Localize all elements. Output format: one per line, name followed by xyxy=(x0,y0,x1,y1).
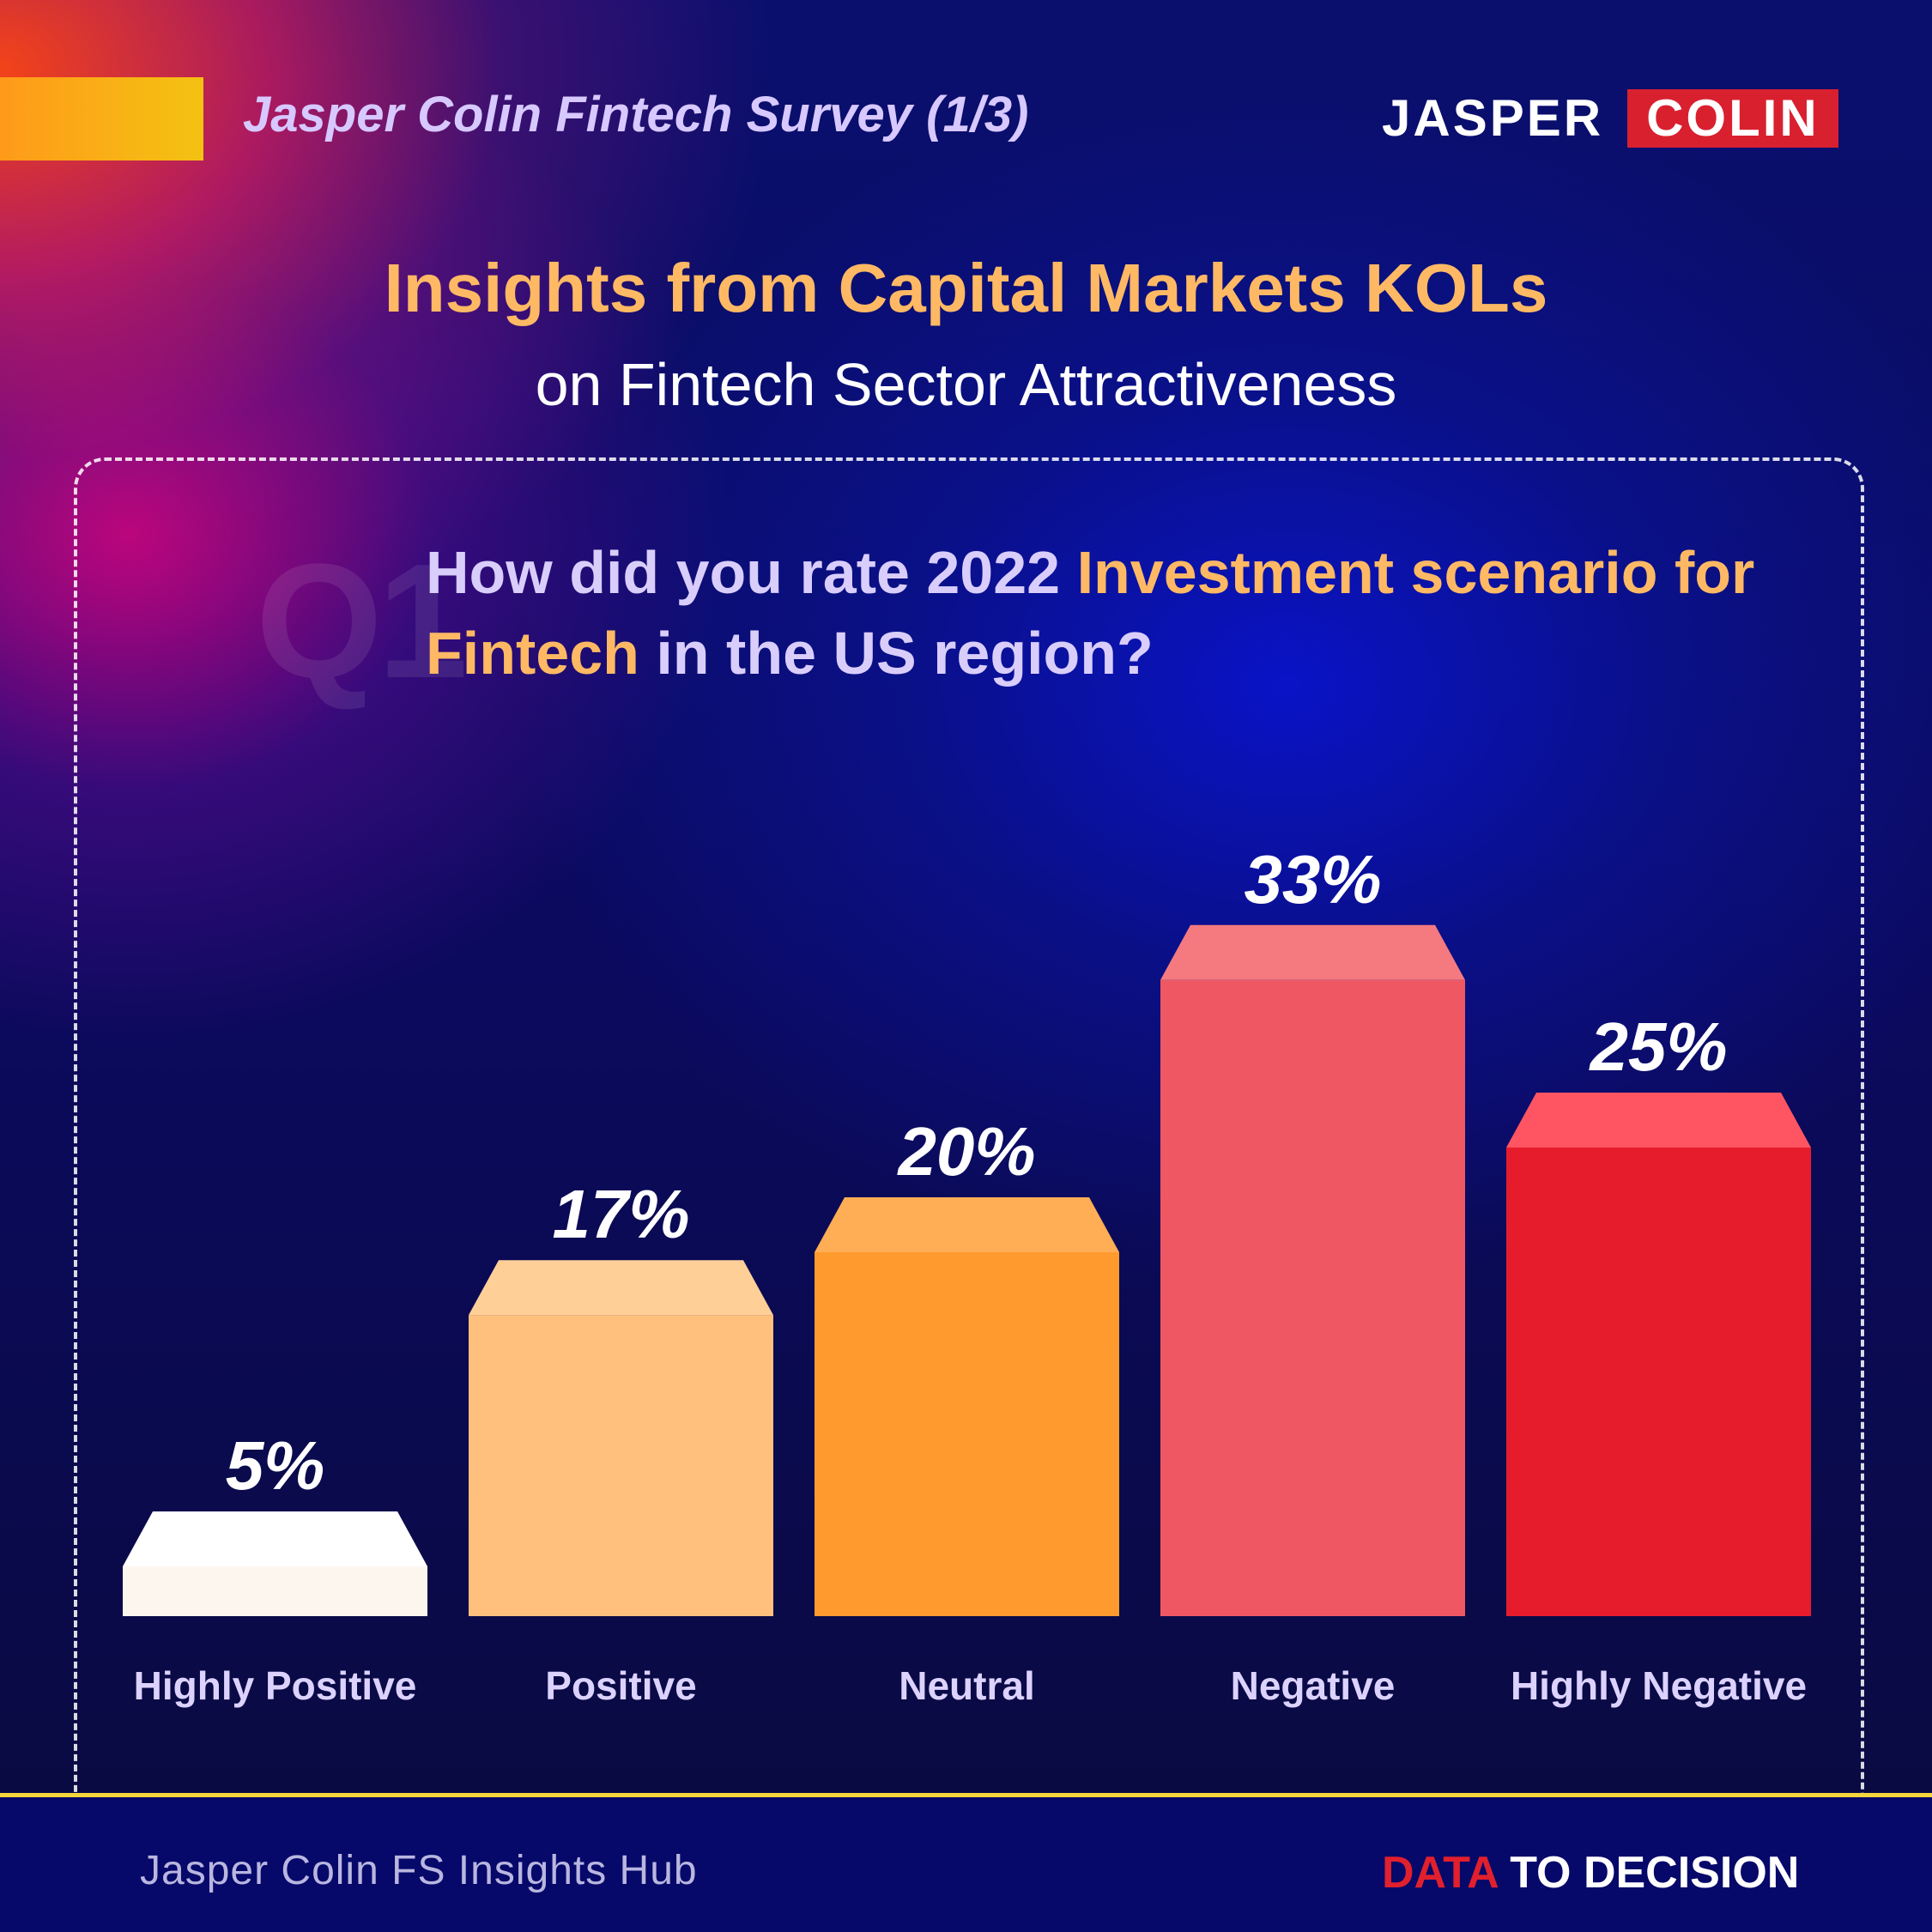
bar-top-5 xyxy=(1506,1093,1811,1148)
bar-top-4 xyxy=(1160,924,1465,980)
jasper-colin-logo: JASPER COLIN xyxy=(1382,89,1838,148)
bar-group-3: 20% Neutral xyxy=(815,1113,1119,1708)
page-title: Insights from Capital Markets KOLs xyxy=(384,250,1548,326)
footer-bar xyxy=(0,1797,1932,1932)
logo-text-jasper: JASPER xyxy=(1382,89,1604,147)
bar-5 xyxy=(1506,1148,1811,1616)
header-accent-tab xyxy=(0,77,203,160)
tagline-to-decision: TO DECISION xyxy=(1497,1848,1800,1898)
bar-top-1 xyxy=(123,1511,427,1566)
page-subtitle: on Fintech Sector Attractiveness xyxy=(535,351,1397,418)
value-label-2: 17% xyxy=(552,1176,689,1252)
survey-question: How did you rate 2022 Investment scenari… xyxy=(426,532,1765,693)
question-text-part3: in the US region? xyxy=(639,620,1154,687)
question-number-watermark: Q1 xyxy=(256,530,468,712)
bar-group-4: 33% Negative xyxy=(1160,841,1465,1708)
category-label-2: Positive xyxy=(545,1663,696,1708)
category-label-1: Highly Positive xyxy=(134,1663,417,1708)
category-label-5: Highly Negative xyxy=(1511,1663,1807,1708)
value-label-3: 20% xyxy=(896,1113,1035,1190)
tagline-data: DATA xyxy=(1382,1848,1498,1898)
logo-text-colin: COLIN xyxy=(1627,89,1838,148)
bar-2 xyxy=(469,1315,773,1616)
value-label-1: 5% xyxy=(226,1427,325,1504)
bar-4 xyxy=(1160,979,1465,1616)
question-text-part1: How did you rate 2022 xyxy=(426,539,1077,606)
value-label-5: 25% xyxy=(1588,1008,1727,1085)
category-label-3: Neutral xyxy=(899,1663,1034,1708)
bar-top-3 xyxy=(815,1197,1119,1252)
question-text-highlight: Investment scenario for Fintech xyxy=(426,539,1755,687)
chart-frame xyxy=(74,457,1864,1800)
bar-3 xyxy=(815,1252,1119,1616)
value-label-4: 33% xyxy=(1244,841,1381,918)
bar-group-2: 17% Positive xyxy=(469,1176,773,1708)
footer-divider xyxy=(0,1793,1932,1797)
bar-1 xyxy=(123,1566,427,1616)
bar-top-2 xyxy=(469,1260,773,1316)
bar-group-1: 5% Highly Positive xyxy=(123,1427,427,1708)
bar-group-5: 25% Highly Negative xyxy=(1506,1008,1811,1708)
footer-hub-name: Jasper Colin FS Insights Hub xyxy=(140,1848,698,1893)
category-label-4: Negative xyxy=(1231,1663,1396,1708)
survey-label: Jasper Colin Fintech Survey (1/3) xyxy=(243,87,1029,142)
footer-tagline: DATA TO DECISION xyxy=(1382,1847,1799,1899)
